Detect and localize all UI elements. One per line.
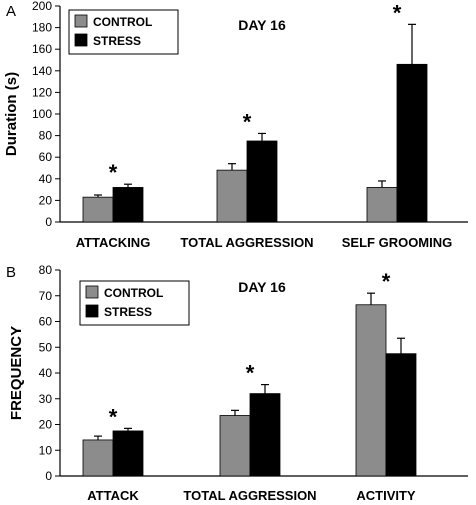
y-axis-label: Duration (s) [3, 72, 20, 156]
bar-stress [396, 63, 428, 223]
legend-swatch [85, 304, 99, 318]
legend-swatch [74, 14, 88, 28]
significance-star: * [109, 404, 118, 429]
bar-stress [112, 187, 144, 223]
significance-star: * [393, 0, 402, 25]
legend-label: STRESS [93, 34, 141, 48]
category-label: SELF GROOMING [342, 235, 453, 250]
y-tick-label: 50 [39, 340, 53, 354]
y-tick-label: 40 [39, 366, 53, 380]
panel-letter: B [6, 264, 16, 281]
y-tick-label: 0 [45, 469, 52, 483]
y-tick-label: 10 [39, 443, 53, 457]
y-tick-label: 180 [32, 21, 52, 35]
category-label: ATTACKING [76, 235, 151, 250]
category-label: ACTIVITY [356, 488, 416, 503]
chart-title: DAY 16 [238, 17, 286, 33]
category-label: TOTAL AGGRESSION [180, 235, 313, 250]
bar-stress [112, 430, 144, 477]
y-tick-label: 80 [39, 129, 53, 143]
category-label: TOTAL AGGRESSION [183, 488, 316, 503]
y-tick-label: 100 [32, 107, 52, 121]
panel-letter: A [6, 3, 16, 20]
y-tick-label: 160 [32, 42, 52, 56]
y-tick-label: 70 [39, 289, 53, 303]
significance-star: * [382, 269, 391, 294]
legend-swatch [85, 285, 99, 299]
significance-star: * [109, 160, 118, 185]
y-tick-label: 60 [39, 315, 53, 329]
bar-stress [246, 140, 278, 223]
bar-control [366, 187, 398, 223]
bar-stress [249, 393, 281, 477]
legend-label: CONTROL [104, 286, 163, 300]
y-tick-label: 30 [39, 392, 53, 406]
legend-swatch [74, 33, 88, 47]
significance-star: * [246, 361, 255, 386]
bar-control [216, 169, 248, 223]
legend-label: STRESS [104, 305, 152, 319]
bar-control [82, 439, 114, 477]
chart-title: DAY 16 [238, 279, 286, 295]
y-tick-label: 80 [39, 263, 53, 277]
legend-label: CONTROL [93, 15, 152, 29]
y-tick-label: 140 [32, 64, 52, 78]
y-tick-label: 0 [45, 215, 52, 229]
bar-control [219, 415, 251, 477]
bar-control [82, 196, 114, 223]
y-axis-label: FREQUENCY [8, 326, 25, 420]
category-label: ATTACK [87, 488, 139, 503]
y-tick-label: 60 [39, 150, 53, 164]
bar-control [355, 304, 387, 477]
y-tick-label: 120 [32, 85, 52, 99]
y-tick-label: 40 [39, 172, 53, 186]
bar-stress [385, 353, 417, 477]
y-tick-label: 200 [32, 0, 52, 13]
y-tick-label: 20 [39, 418, 53, 432]
y-tick-label: 20 [39, 193, 53, 207]
significance-star: * [243, 109, 252, 134]
